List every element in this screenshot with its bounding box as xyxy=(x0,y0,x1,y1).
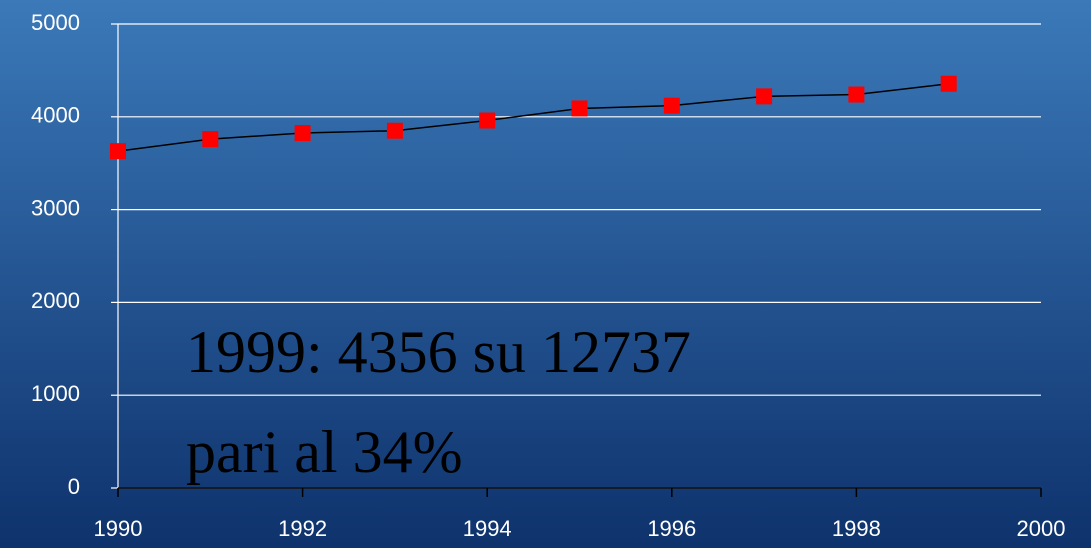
marker xyxy=(202,131,219,148)
y-tick-label: 5000 xyxy=(31,10,80,35)
series-line xyxy=(117,83,949,152)
y-tick-label: 3000 xyxy=(31,195,80,220)
marker xyxy=(386,122,403,139)
x-tick-label: 1992 xyxy=(278,516,327,541)
y-tick-label: 0 xyxy=(68,474,80,499)
marker xyxy=(940,75,957,92)
y-tick-label: 1000 xyxy=(31,381,80,406)
marker xyxy=(479,112,496,129)
annotation: 1999: 4356 su 12737 xyxy=(186,319,691,385)
x-tick-label: 1996 xyxy=(647,516,696,541)
x-tick-label: 1994 xyxy=(463,516,512,541)
y-tick-label: 2000 xyxy=(31,288,80,313)
y-tick-label: 4000 xyxy=(31,103,80,128)
x-tick-label: 2000 xyxy=(1017,516,1066,541)
x-tick-label: 1998 xyxy=(832,516,881,541)
marker xyxy=(848,86,865,103)
marker xyxy=(110,143,126,160)
marker xyxy=(756,88,773,105)
marker xyxy=(294,125,311,142)
marker xyxy=(571,100,588,117)
marker xyxy=(663,97,680,114)
annotation: pari al 34% xyxy=(186,419,463,485)
x-tick-label: 1990 xyxy=(94,516,143,541)
